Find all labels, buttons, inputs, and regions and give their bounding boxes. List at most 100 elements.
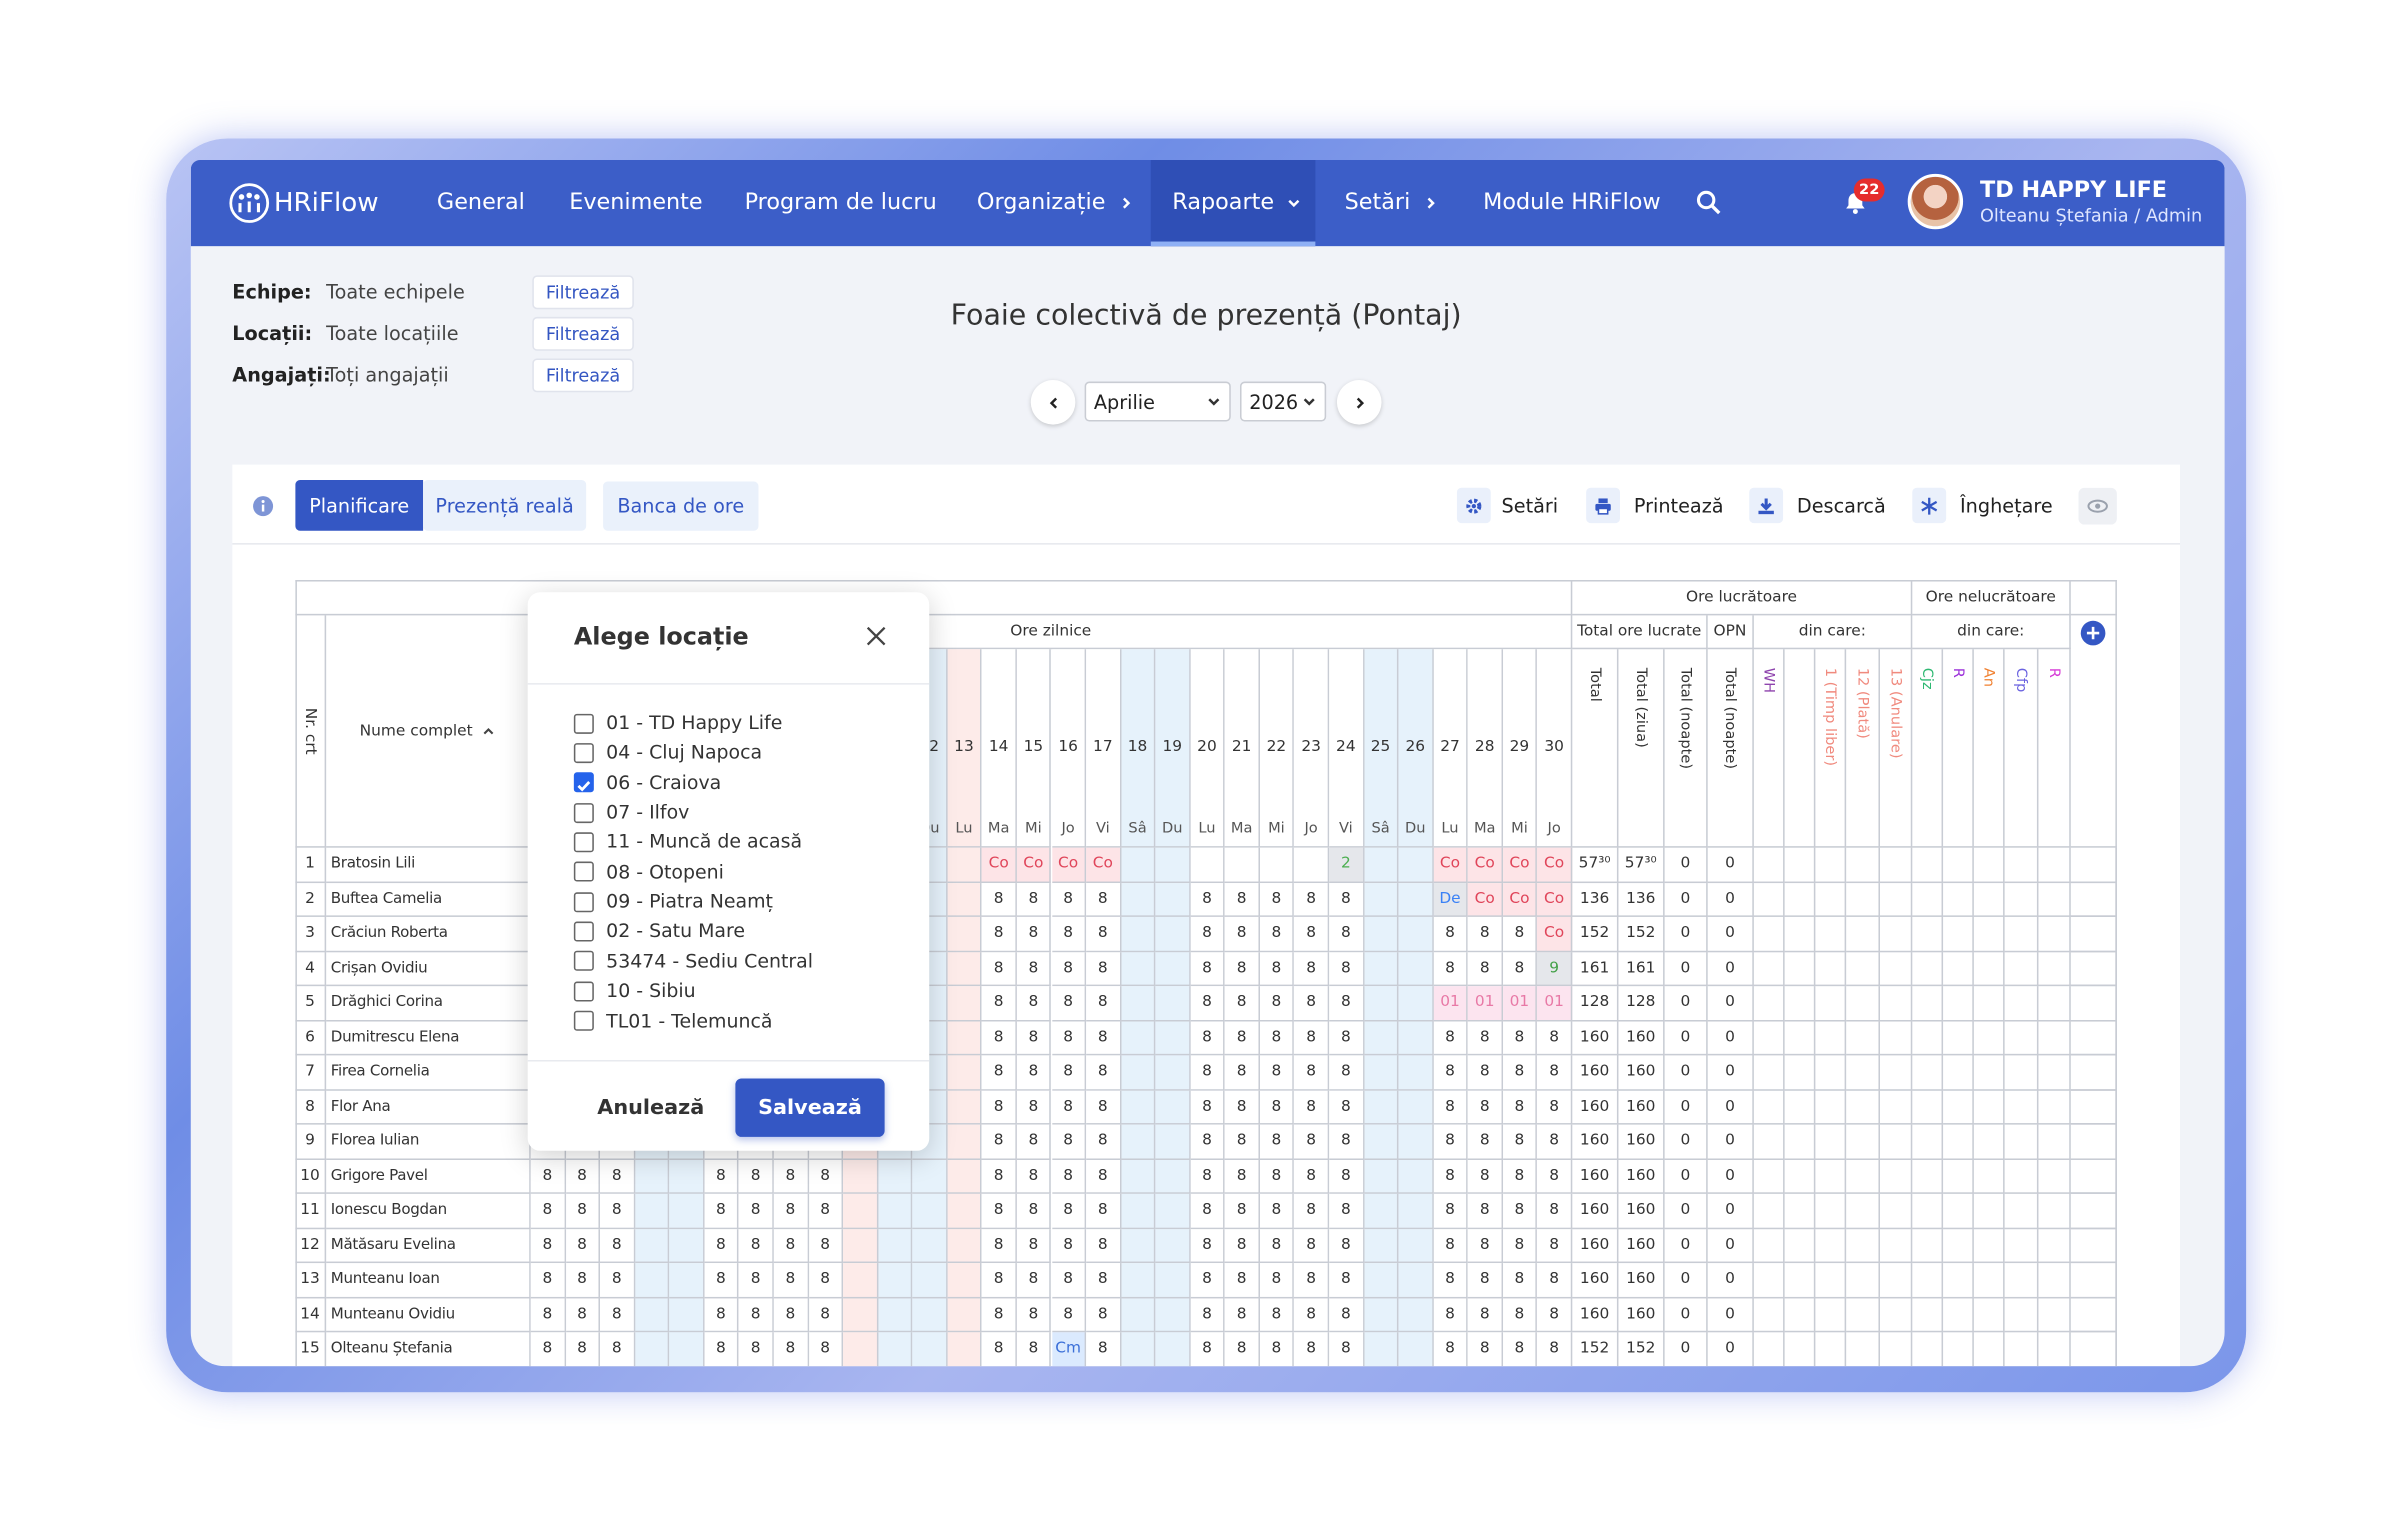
tab[interactable]: Banca de ore bbox=[603, 481, 759, 531]
cancel-button[interactable]: Anulează bbox=[597, 1095, 705, 1120]
metric-cell bbox=[1973, 916, 2005, 952]
option-label[interactable]: 53474 - Sediu Central bbox=[606, 950, 814, 972]
metric-cell bbox=[1943, 847, 1974, 883]
metric-cell bbox=[2038, 1193, 2071, 1229]
filter-button[interactable]: Filtrează bbox=[532, 358, 634, 393]
nav-item[interactable]: Organizație bbox=[977, 160, 1133, 246]
day-cell: 8 bbox=[1016, 1193, 1052, 1229]
metric-cell bbox=[1846, 847, 1880, 883]
action-label[interactable]: Printează bbox=[1633, 493, 1724, 517]
month-select[interactable]: Aprilie bbox=[1084, 381, 1231, 422]
metric-cell bbox=[1753, 1263, 1785, 1298]
checkbox[interactable] bbox=[573, 802, 594, 823]
day-cell bbox=[1398, 882, 1434, 917]
day-cell: 8 bbox=[1086, 1124, 1121, 1160]
action-icon[interactable] bbox=[1749, 487, 1784, 524]
checkbox[interactable] bbox=[573, 891, 594, 912]
user-name: Olteanu Ștefania / Admin bbox=[1979, 204, 2203, 227]
metric-cell: 152 bbox=[1572, 1332, 1619, 1367]
day-cell bbox=[1155, 951, 1191, 987]
day-cell: 8 bbox=[1294, 1124, 1330, 1160]
day-cell: 8 bbox=[1433, 1055, 1469, 1090]
option-label[interactable]: TL01 - Telemuncă bbox=[606, 1009, 773, 1032]
day-cell bbox=[1120, 882, 1156, 917]
action-label[interactable]: Setări bbox=[1501, 493, 1559, 517]
checkbox[interactable] bbox=[573, 1010, 594, 1031]
year-select[interactable]: 2026 bbox=[1239, 381, 1327, 422]
metric-cell bbox=[1973, 1089, 2005, 1125]
checkbox[interactable] bbox=[573, 742, 594, 763]
prev-button[interactable] bbox=[1030, 379, 1076, 425]
day-cell: 8 bbox=[1502, 1263, 1538, 1298]
day-cell: 8 bbox=[1502, 1228, 1538, 1264]
nav-item[interactable]: Module HRiFlow bbox=[1483, 160, 1661, 246]
action-icon[interactable] bbox=[1912, 487, 1947, 524]
metric-cell bbox=[2004, 1055, 2039, 1090]
metric-cell bbox=[1846, 986, 1880, 1021]
nav-item[interactable]: General bbox=[437, 160, 525, 246]
filter-button[interactable]: Filtrează bbox=[532, 316, 634, 351]
tab[interactable]: Planificare bbox=[295, 479, 424, 531]
day-cell bbox=[1120, 1332, 1156, 1367]
checkbox[interactable] bbox=[573, 951, 594, 972]
metric-cell bbox=[1784, 1263, 1816, 1298]
option-label[interactable]: 07 - Ilfov bbox=[606, 801, 690, 824]
option-label[interactable]: 09 - Piatra Neamț bbox=[606, 890, 773, 913]
option-label[interactable]: 11 - Muncă de acasă bbox=[606, 831, 803, 853]
filter-button[interactable]: Filtrează bbox=[532, 275, 634, 310]
select-caret bbox=[1206, 394, 1221, 409]
option-label[interactable]: 08 - Otopeni bbox=[606, 861, 724, 883]
day-cell: 8 bbox=[1433, 1228, 1469, 1264]
group-header: din care: bbox=[1912, 615, 2071, 650]
action-icon[interactable] bbox=[1456, 487, 1491, 524]
metric-cell bbox=[1943, 1055, 1974, 1090]
day-number: 21 bbox=[1231, 738, 1252, 756]
option-label[interactable]: 10 - Sibiu bbox=[606, 980, 696, 1002]
action-icon[interactable] bbox=[1586, 487, 1620, 524]
day-cell bbox=[947, 1020, 983, 1056]
metric-cell: 160 bbox=[1572, 1020, 1619, 1056]
option-label[interactable]: 04 - Cluj Napoca bbox=[606, 742, 763, 764]
save-button[interactable]: Salvează bbox=[735, 1078, 885, 1137]
day-cell: 8 bbox=[1329, 1228, 1364, 1264]
metric-header-label: 1 (Timp liber) bbox=[1821, 667, 1839, 767]
option-label[interactable]: 02 - Satu Mare bbox=[606, 920, 746, 943]
action-label[interactable]: Înghețare bbox=[1959, 493, 2053, 517]
weekday: Du bbox=[1161, 819, 1183, 837]
metric-cell bbox=[1879, 1020, 1913, 1056]
day-cell: 8 bbox=[1259, 1159, 1295, 1194]
nav-item[interactable]: Rapoarte bbox=[1172, 160, 1301, 246]
nav-chevron bbox=[1286, 195, 1301, 210]
column-header-label[interactable]: Nume complet bbox=[359, 722, 473, 740]
day-cell bbox=[1398, 1297, 1434, 1333]
add-column-button[interactable] bbox=[2080, 620, 2106, 646]
checkbox[interactable] bbox=[573, 980, 594, 1001]
page-title: Foaie colectivă de prezență (Pontaj) bbox=[950, 299, 1462, 333]
checkbox[interactable] bbox=[573, 921, 594, 942]
nav-item[interactable]: Setări bbox=[1345, 160, 1438, 246]
nav-item[interactable]: Evenimente bbox=[569, 160, 702, 246]
checkbox[interactable] bbox=[573, 772, 594, 793]
tab[interactable]: Prezență reală bbox=[423, 479, 587, 531]
day-cell: 8 bbox=[1190, 882, 1226, 917]
next-button[interactable] bbox=[1336, 379, 1382, 425]
day-cell bbox=[877, 1263, 913, 1298]
metric-cell: 57³⁰ bbox=[1572, 847, 1619, 883]
employee-name: Grigore Pavel bbox=[326, 1159, 531, 1194]
metric-header-label: Cfp bbox=[2012, 667, 2030, 693]
checkbox[interactable] bbox=[573, 861, 594, 882]
metric-cell bbox=[1912, 1332, 1944, 1367]
option-label[interactable]: 01 - TD Happy Life bbox=[606, 712, 783, 734]
checkbox[interactable] bbox=[573, 832, 594, 853]
option-label[interactable]: 06 - Craiova bbox=[606, 771, 722, 794]
metric-header-label: Total bbox=[1586, 667, 1604, 702]
employee-name: Flor Ana bbox=[326, 1089, 531, 1125]
nav-item-label: Setări bbox=[1344, 190, 1411, 216]
weekday: Jo bbox=[1547, 819, 1561, 837]
day-cell: 8 bbox=[982, 1263, 1017, 1298]
checkbox[interactable] bbox=[573, 713, 594, 734]
avatar[interactable] bbox=[1907, 173, 1964, 230]
action-label[interactable]: Descarcă bbox=[1796, 493, 1886, 517]
nav-item[interactable]: Program de lucru bbox=[745, 160, 937, 246]
day-cell: 8 bbox=[808, 1263, 844, 1298]
